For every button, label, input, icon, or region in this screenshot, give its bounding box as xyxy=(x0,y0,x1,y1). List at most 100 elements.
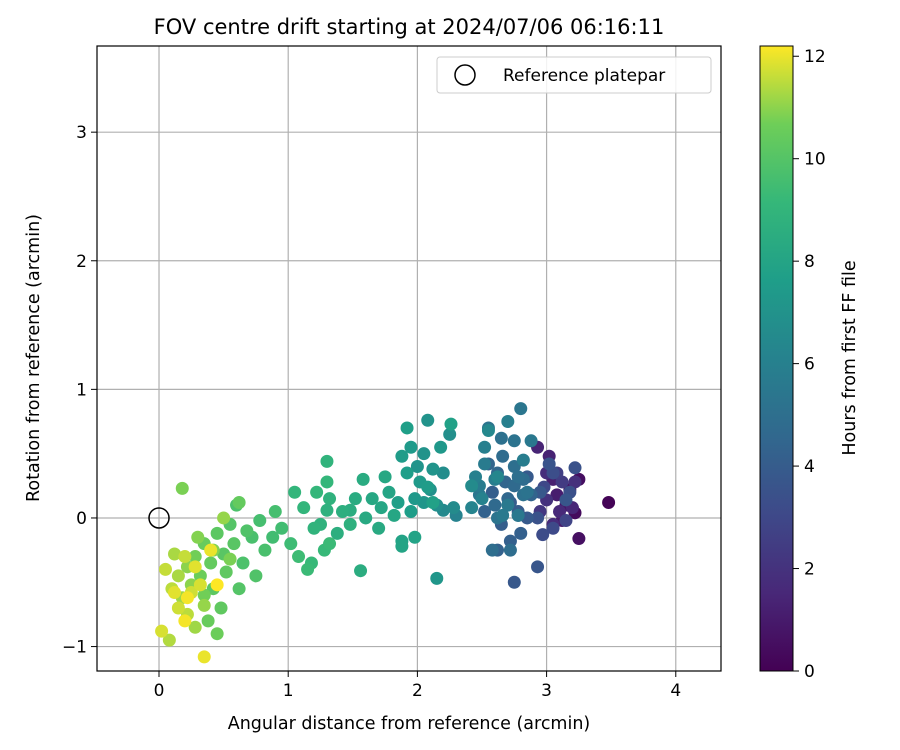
data-point xyxy=(426,462,440,476)
data-point xyxy=(426,496,440,510)
data-point xyxy=(204,543,218,557)
data-point xyxy=(568,475,582,489)
data-point xyxy=(430,571,444,585)
data-point xyxy=(253,514,267,528)
data-point xyxy=(223,552,237,566)
data-point xyxy=(408,530,422,544)
data-point xyxy=(175,481,189,495)
data-point xyxy=(481,424,495,438)
data-point xyxy=(284,537,298,551)
data-point xyxy=(227,537,241,551)
legend-label: Reference platepar xyxy=(503,66,665,86)
grid-lines xyxy=(97,46,721,671)
x-tick-label: 0 xyxy=(154,681,165,701)
data-point xyxy=(158,562,172,576)
colorbar-tick-label: 4 xyxy=(804,457,815,477)
data-point xyxy=(372,521,386,535)
y-tick-label: 0 xyxy=(76,509,87,529)
data-point xyxy=(266,530,280,544)
colorbar-gradient xyxy=(759,45,794,672)
colorbar-tick-label: 6 xyxy=(804,355,815,375)
colorbar: 0 2 4 6 8 10 12 Hours from first FF file xyxy=(759,45,860,682)
colorbar-label: Hours from first FF file xyxy=(840,260,860,455)
colorbar-tick-label: 0 xyxy=(804,662,815,682)
data-point xyxy=(408,492,422,506)
data-point xyxy=(323,492,337,506)
data-point xyxy=(421,480,435,494)
data-point xyxy=(516,453,530,467)
data-point xyxy=(168,586,182,600)
data-point xyxy=(236,556,250,570)
data-point xyxy=(400,421,414,435)
data-point xyxy=(178,614,192,628)
data-point xyxy=(531,560,545,574)
data-point xyxy=(330,526,344,540)
data-point xyxy=(356,472,370,486)
data-point xyxy=(568,461,582,475)
data-point xyxy=(410,460,424,474)
data-point xyxy=(168,547,182,561)
data-point xyxy=(171,601,185,615)
data-point xyxy=(511,508,525,522)
data-point xyxy=(354,564,368,578)
data-point xyxy=(507,460,521,474)
data-point xyxy=(387,508,401,522)
colorbar-tick-label: 10 xyxy=(804,150,826,170)
data-point xyxy=(310,485,324,499)
data-point xyxy=(507,575,521,589)
data-point xyxy=(197,598,211,612)
data-point xyxy=(404,440,418,454)
data-point xyxy=(514,402,528,416)
data-point xyxy=(320,503,334,517)
data-point xyxy=(292,550,306,564)
data-point xyxy=(501,498,515,512)
colorbar-tick-label: 12 xyxy=(804,47,826,67)
data-point xyxy=(320,454,334,468)
y-axis-label: Rotation from reference (arcmin) xyxy=(24,214,44,502)
x-axis: 0 1 2 3 4 xyxy=(154,671,681,701)
data-point xyxy=(210,627,224,641)
data-point xyxy=(465,479,479,493)
data-point xyxy=(559,493,573,507)
data-point xyxy=(155,624,169,638)
data-point xyxy=(307,521,321,535)
data-point xyxy=(507,434,521,448)
data-point xyxy=(288,485,302,499)
data-point xyxy=(444,417,458,431)
data-point xyxy=(421,413,435,427)
legend-marker-icon xyxy=(454,64,476,86)
data-point xyxy=(197,588,211,602)
data-point xyxy=(391,496,405,510)
data-point xyxy=(494,431,508,445)
colorbar-tick-label: 8 xyxy=(804,252,815,272)
data-point xyxy=(240,524,254,538)
data-point xyxy=(546,521,560,535)
data-point xyxy=(478,457,492,471)
data-point xyxy=(201,614,215,628)
data-point xyxy=(485,485,499,499)
data-point xyxy=(210,578,224,592)
data-point xyxy=(219,565,233,579)
data-point xyxy=(382,485,396,499)
legend-box xyxy=(436,56,712,94)
x-tick-label: 3 xyxy=(541,681,552,701)
x-tick-label: 2 xyxy=(412,681,423,701)
chart-title: FOV centre drift starting at 2024/07/06 … xyxy=(154,15,665,39)
data-point xyxy=(559,514,573,528)
data-point xyxy=(536,528,550,542)
data-point xyxy=(258,543,272,557)
data-point xyxy=(520,485,534,499)
colorbar-tick-label: 2 xyxy=(804,560,815,580)
data-point xyxy=(204,556,218,570)
data-point xyxy=(162,633,176,647)
data-point xyxy=(297,501,311,515)
data-point xyxy=(275,521,289,535)
data-point xyxy=(572,532,586,546)
data-point xyxy=(602,496,616,510)
data-point xyxy=(171,569,185,583)
data-point xyxy=(323,537,337,551)
data-point xyxy=(488,498,502,512)
data-point xyxy=(301,562,315,576)
data-point xyxy=(365,492,379,506)
data-point xyxy=(395,449,409,463)
